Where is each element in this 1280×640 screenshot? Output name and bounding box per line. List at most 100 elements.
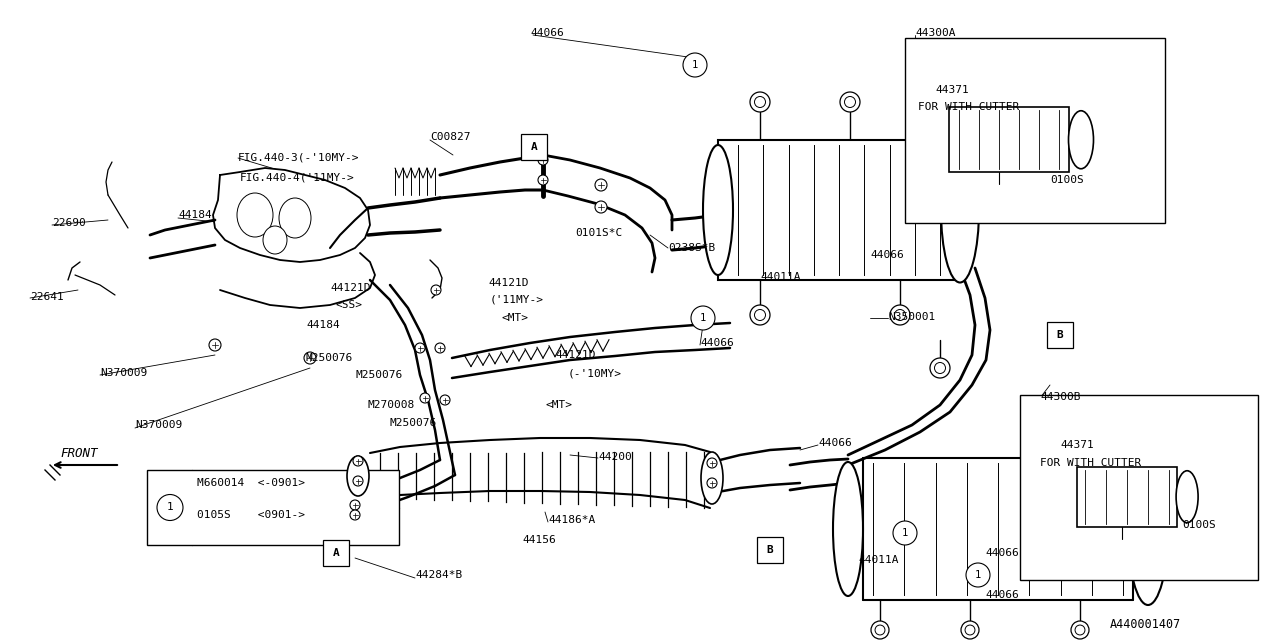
Circle shape [934,362,946,374]
Ellipse shape [1069,111,1093,169]
Circle shape [1039,486,1057,504]
Bar [521,134,547,160]
Circle shape [961,621,979,639]
Circle shape [440,395,451,405]
Text: 44186*A: 44186*A [548,515,595,525]
Circle shape [893,521,916,545]
Circle shape [993,184,1005,196]
Text: 44371: 44371 [934,85,969,95]
Text: FIG.440-3(-'10MY->: FIG.440-3(-'10MY-> [238,153,360,163]
Circle shape [689,60,698,70]
Text: 1: 1 [166,502,173,513]
Circle shape [684,56,701,74]
Text: 44121D: 44121D [488,278,529,288]
Circle shape [750,92,771,112]
Circle shape [750,305,771,325]
Text: FIG.440-4('11MY->: FIG.440-4('11MY-> [241,172,355,182]
Text: 44121D: 44121D [330,283,370,293]
Circle shape [435,343,445,353]
Text: 44300A: 44300A [915,28,955,38]
Text: 1: 1 [975,570,982,580]
Circle shape [691,306,716,330]
Text: M660014  <-0901>: M660014 <-0901> [197,478,305,488]
Circle shape [870,621,890,639]
Text: 44184: 44184 [178,210,211,220]
Text: 44066: 44066 [986,590,1019,600]
Text: ('11MY->: ('11MY-> [490,295,544,305]
Text: N350001: N350001 [888,312,936,322]
Circle shape [684,53,707,77]
Text: 44066: 44066 [530,28,563,38]
Bar [756,537,783,563]
Bar [1020,395,1258,580]
Ellipse shape [703,145,733,275]
Text: 44156: 44156 [522,535,556,545]
Circle shape [876,625,884,635]
Text: 44371: 44371 [1060,440,1093,450]
Circle shape [1116,539,1128,551]
Text: 44300B: 44300B [1039,392,1080,402]
Text: 1: 1 [700,313,707,323]
Circle shape [1043,490,1053,500]
Ellipse shape [1176,471,1198,523]
Text: 0105S    <0901->: 0105S <0901-> [197,510,305,520]
Text: A: A [333,548,339,558]
Bar [718,140,960,280]
Text: FOR WITH CUTTER: FOR WITH CUTTER [1039,458,1142,468]
Text: (-'10MY>: (-'10MY> [568,368,622,378]
Circle shape [910,92,931,112]
Circle shape [538,175,548,185]
Text: 0100S: 0100S [1181,520,1216,530]
Ellipse shape [237,193,273,237]
Circle shape [538,155,548,165]
Circle shape [965,625,975,635]
Text: N370009: N370009 [134,420,182,430]
Circle shape [431,285,442,295]
Text: A: A [531,142,538,152]
Ellipse shape [941,138,979,282]
Text: 44066: 44066 [818,438,851,448]
Text: 0238S*B: 0238S*B [668,243,716,253]
Text: 0101S*C: 0101S*C [575,228,622,238]
Text: M270008: M270008 [369,400,415,410]
Circle shape [157,495,183,520]
Circle shape [1071,621,1089,639]
Circle shape [931,128,940,138]
Text: 44066: 44066 [870,250,904,260]
Bar [147,470,399,545]
Circle shape [754,97,765,108]
Circle shape [1075,625,1085,635]
Circle shape [840,92,860,112]
Text: 0100S: 0100S [1050,175,1084,185]
Circle shape [353,456,364,466]
Text: 44200: 44200 [598,452,632,462]
Circle shape [305,352,316,364]
Text: 44284*B: 44284*B [415,570,462,580]
Circle shape [754,310,765,321]
Circle shape [595,201,607,213]
Polygon shape [220,248,375,308]
Ellipse shape [701,452,723,504]
Circle shape [353,476,364,486]
Circle shape [707,478,717,488]
Text: 44066: 44066 [700,338,733,348]
Circle shape [349,510,360,520]
Ellipse shape [833,462,863,596]
Text: 44066: 44066 [986,548,1019,558]
Circle shape [209,339,221,351]
Circle shape [595,179,607,191]
Text: B: B [767,545,773,555]
Circle shape [890,305,910,325]
Ellipse shape [279,198,311,238]
Circle shape [349,500,360,510]
Text: 22690: 22690 [52,218,86,228]
Circle shape [689,61,701,75]
Circle shape [845,97,855,108]
Circle shape [707,458,717,468]
Bar [323,540,349,566]
Circle shape [925,124,945,142]
Text: 22641: 22641 [29,292,64,302]
Bar [1076,467,1178,527]
Text: FRONT: FRONT [60,447,97,460]
Circle shape [895,310,905,321]
